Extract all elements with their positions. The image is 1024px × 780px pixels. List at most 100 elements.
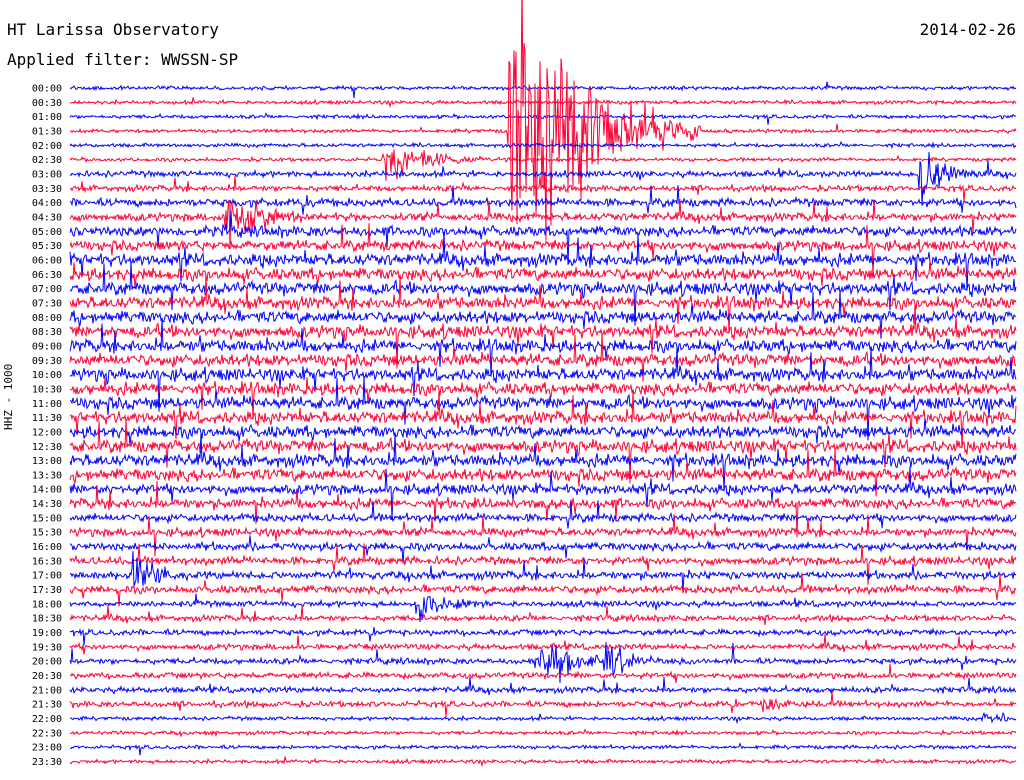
time-tick-label: 17:30 — [32, 585, 62, 596]
time-tick-label: 02:30 — [32, 155, 62, 166]
trace-row-1600 — [69, 535, 1017, 564]
trace-row-0000 — [69, 81, 1017, 99]
time-tick-label: 14:30 — [32, 499, 62, 510]
time-tick-label: 13:30 — [32, 470, 62, 481]
trace-row-0200 — [69, 140, 1017, 150]
trace-row-2330 — [69, 756, 1017, 768]
time-tick-label: 18:30 — [32, 614, 62, 625]
time-tick-label: 15:30 — [32, 528, 62, 539]
date-label: 2014-02-26 — [919, 20, 1016, 39]
time-tick-label: 03:00 — [32, 169, 62, 180]
time-tick-label: 18:00 — [32, 599, 62, 610]
time-tick-label: 20:30 — [32, 671, 62, 682]
time-tick-label: 07:00 — [32, 284, 62, 295]
trace-row-0400 — [69, 185, 1017, 215]
trace-row-1300 — [69, 432, 1017, 492]
trace-row-0300 — [69, 151, 1017, 206]
trace-row-2300 — [70, 742, 1017, 756]
time-tick-label: 22:00 — [32, 714, 62, 725]
time-tick-label: 10:00 — [32, 370, 62, 381]
time-tick-label: 11:30 — [32, 413, 62, 424]
time-tick-label: 21:00 — [32, 685, 62, 696]
trace-row-0530 — [69, 223, 1017, 277]
observatory-title: HT Larissa Observatory — [7, 20, 219, 39]
trace-row-2200 — [69, 711, 1017, 725]
time-tick-label: 01:00 — [32, 112, 62, 123]
trace-row-1430 — [69, 481, 1017, 538]
trace-row-1030 — [69, 377, 1017, 420]
time-tick-label: 21:30 — [32, 700, 62, 711]
trace-row-1130 — [69, 389, 1017, 449]
trace-row-0600 — [69, 232, 1017, 291]
filter-label: Applied filter: WWSSN-SP — [7, 50, 239, 69]
trace-row-2030 — [69, 663, 1017, 683]
trace-row-1400 — [69, 466, 1017, 520]
time-tick-label: 05:00 — [32, 227, 62, 238]
time-tick-label: 08:30 — [32, 327, 62, 338]
time-tick-label: 07:30 — [32, 298, 62, 309]
time-tick-label: 22:30 — [32, 728, 62, 739]
trace-row-0900 — [69, 318, 1017, 377]
trace-row-2000 — [69, 642, 1017, 683]
time-tick-label: 23:00 — [32, 743, 62, 754]
trace-row-1630 — [69, 543, 1017, 585]
time-tick-label: 17:00 — [32, 571, 62, 582]
trace-row-0500 — [69, 210, 1017, 265]
time-tick-label: 14:00 — [32, 485, 62, 496]
trace-row-1230 — [69, 419, 1017, 484]
time-tick-label: 04:00 — [32, 198, 62, 209]
time-tick-label: 06:30 — [32, 270, 62, 281]
trace-row-0800 — [69, 290, 1017, 339]
trace-row-0730 — [69, 275, 1017, 334]
time-tick-label: 02:00 — [32, 141, 62, 152]
trace-row-0430 — [69, 198, 1017, 250]
time-tick-label: 10:30 — [32, 384, 62, 395]
trace-row-0630 — [69, 260, 1017, 288]
time-tick-label: 01:30 — [32, 126, 62, 137]
trace-row-1100 — [69, 376, 1017, 441]
trace-row-0130 — [69, 0, 1017, 241]
trace-row-0830 — [69, 303, 1017, 369]
trace-row-0100 — [69, 112, 1017, 125]
time-tick-label: 00:00 — [32, 84, 62, 95]
trace-row-2230 — [69, 728, 1017, 738]
trace-row-1730 — [69, 572, 1017, 607]
trace-row-1530 — [69, 514, 1017, 557]
time-tick-label: 09:00 — [32, 341, 62, 352]
trace-row-1700 — [69, 551, 1017, 592]
trace-row-0930 — [69, 333, 1017, 382]
trace-row-0700 — [69, 261, 1017, 326]
trace-row-1800 — [69, 593, 1017, 623]
trace-row-0030 — [69, 97, 1017, 109]
time-tick-label: 19:30 — [32, 642, 62, 653]
time-tick-label: 09:30 — [32, 356, 62, 367]
time-tick-label: 19:00 — [32, 628, 62, 639]
trace-row-2130 — [69, 691, 1017, 718]
trace-row-0230 — [69, 149, 1017, 182]
trace-row-0330 — [69, 175, 1017, 202]
trace-row-1000 — [69, 346, 1017, 412]
time-tick-label: 20:00 — [32, 657, 62, 668]
trace-row-1930 — [69, 633, 1017, 655]
time-tick-label: 15:00 — [32, 513, 62, 524]
time-tick-label: 00:30 — [32, 98, 62, 109]
time-tick-label: 16:30 — [32, 556, 62, 567]
trace-row-1830 — [69, 605, 1017, 625]
time-tick-label: 11:00 — [32, 399, 62, 410]
trace-row-1330 — [69, 447, 1017, 497]
time-tick-label: 08:00 — [32, 313, 62, 324]
time-tick-label: 04:30 — [32, 212, 62, 223]
time-tick-label: 05:30 — [32, 241, 62, 252]
time-tick-label: 06:00 — [32, 255, 62, 266]
trace-row-1500 — [69, 500, 1017, 529]
trace-row-1200 — [69, 418, 1017, 446]
time-tick-label: 13:00 — [32, 456, 62, 467]
trace-row-2100 — [69, 676, 1017, 696]
time-tick-label: 16:00 — [32, 542, 62, 553]
trace-row-1900 — [69, 627, 1017, 646]
time-tick-label: 12:30 — [32, 442, 62, 453]
time-tick-label: 12:00 — [32, 427, 62, 438]
time-tick-label: 23:30 — [32, 757, 62, 768]
